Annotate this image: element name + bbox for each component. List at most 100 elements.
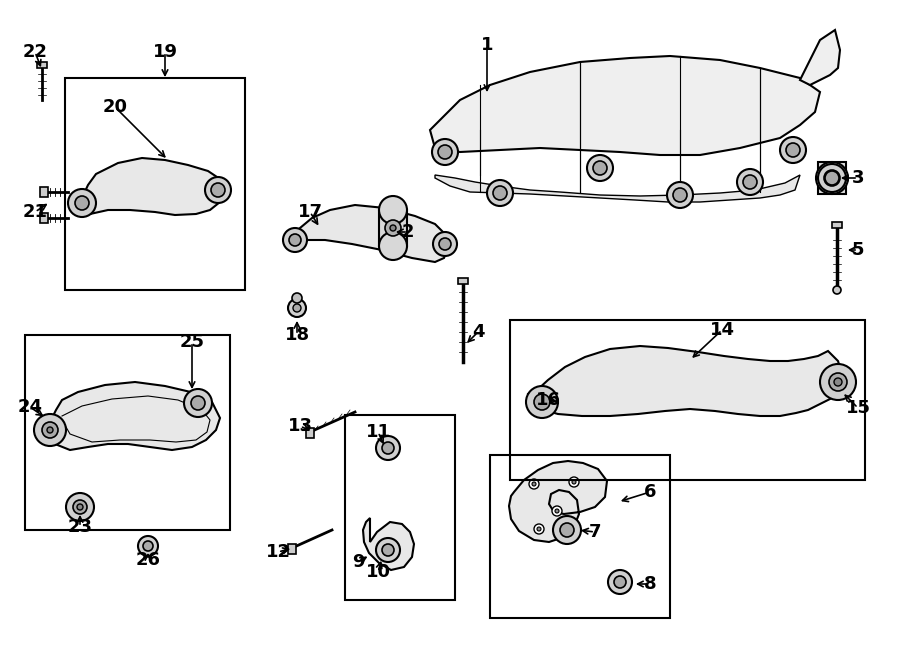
Text: 4: 4 [472, 323, 484, 341]
Circle shape [376, 538, 400, 562]
Circle shape [780, 137, 806, 163]
Text: 10: 10 [365, 563, 391, 581]
Circle shape [786, 143, 800, 157]
Text: 12: 12 [266, 543, 291, 561]
Circle shape [75, 196, 89, 210]
Circle shape [614, 576, 626, 588]
Polygon shape [430, 56, 820, 155]
Circle shape [68, 189, 96, 217]
Circle shape [205, 177, 231, 203]
Text: 18: 18 [284, 326, 310, 344]
Polygon shape [290, 205, 448, 262]
Circle shape [138, 536, 158, 556]
Circle shape [834, 378, 842, 386]
Circle shape [555, 509, 559, 513]
Text: 14: 14 [709, 321, 734, 339]
Circle shape [673, 188, 687, 202]
Text: 22: 22 [22, 43, 48, 61]
Circle shape [820, 364, 856, 400]
Bar [832, 222, 842, 228]
Text: 8: 8 [644, 575, 656, 593]
Bar [25, 335, 230, 530]
Circle shape [432, 139, 458, 165]
Text: 2: 2 [401, 223, 414, 241]
Circle shape [47, 427, 53, 433]
Circle shape [439, 238, 451, 250]
Bar [65, 78, 245, 290]
Circle shape [382, 442, 394, 454]
Circle shape [532, 482, 536, 486]
Circle shape [560, 523, 574, 537]
Text: 9: 9 [352, 553, 365, 571]
Circle shape [211, 183, 225, 197]
Text: 15: 15 [845, 399, 870, 417]
Circle shape [552, 506, 562, 516]
Bar [818, 162, 846, 194]
Text: 16: 16 [536, 391, 561, 409]
Circle shape [438, 145, 452, 159]
Circle shape [73, 500, 87, 514]
Circle shape [816, 162, 848, 194]
Bar [490, 455, 670, 618]
Circle shape [487, 180, 513, 206]
Bar [306, 428, 314, 438]
Circle shape [569, 477, 579, 487]
Polygon shape [78, 158, 224, 215]
Polygon shape [41, 382, 220, 450]
Text: 3: 3 [851, 169, 864, 187]
Polygon shape [509, 461, 607, 542]
Circle shape [829, 373, 847, 391]
Bar [458, 278, 468, 284]
Circle shape [143, 541, 153, 551]
Polygon shape [528, 346, 842, 416]
Text: 13: 13 [287, 417, 312, 435]
Bar [37, 62, 47, 68]
Bar [379, 210, 407, 246]
Circle shape [293, 304, 301, 312]
Text: 19: 19 [152, 43, 177, 61]
Circle shape [385, 220, 401, 236]
Circle shape [587, 155, 613, 181]
Circle shape [593, 161, 607, 175]
Text: 23: 23 [68, 518, 93, 536]
Circle shape [537, 527, 541, 531]
Text: 11: 11 [365, 423, 391, 441]
Text: 24: 24 [17, 398, 42, 416]
Circle shape [818, 164, 846, 192]
Circle shape [433, 232, 457, 256]
Polygon shape [800, 30, 840, 85]
Circle shape [824, 170, 840, 186]
Text: 1: 1 [481, 36, 493, 54]
Circle shape [529, 479, 539, 489]
Circle shape [34, 414, 66, 446]
Circle shape [376, 436, 400, 460]
Circle shape [292, 293, 302, 303]
Circle shape [184, 389, 212, 417]
Text: 17: 17 [298, 203, 322, 221]
Text: 20: 20 [103, 98, 128, 116]
Circle shape [191, 396, 205, 410]
Circle shape [737, 169, 763, 195]
Circle shape [379, 196, 407, 224]
Bar [40, 187, 48, 197]
Circle shape [379, 232, 407, 260]
Circle shape [390, 225, 396, 231]
Circle shape [526, 386, 558, 418]
Circle shape [553, 516, 581, 544]
Circle shape [534, 394, 550, 410]
Circle shape [42, 422, 58, 438]
Circle shape [77, 504, 83, 510]
Circle shape [288, 299, 306, 317]
Circle shape [289, 234, 301, 246]
Polygon shape [363, 518, 414, 570]
Bar [40, 213, 48, 223]
Text: 25: 25 [179, 333, 204, 351]
Polygon shape [435, 175, 800, 202]
Circle shape [572, 480, 576, 484]
Circle shape [382, 544, 394, 556]
Circle shape [493, 186, 507, 200]
Circle shape [283, 228, 307, 252]
Text: 26: 26 [136, 551, 160, 569]
Circle shape [743, 175, 757, 189]
Bar [345, 415, 455, 600]
